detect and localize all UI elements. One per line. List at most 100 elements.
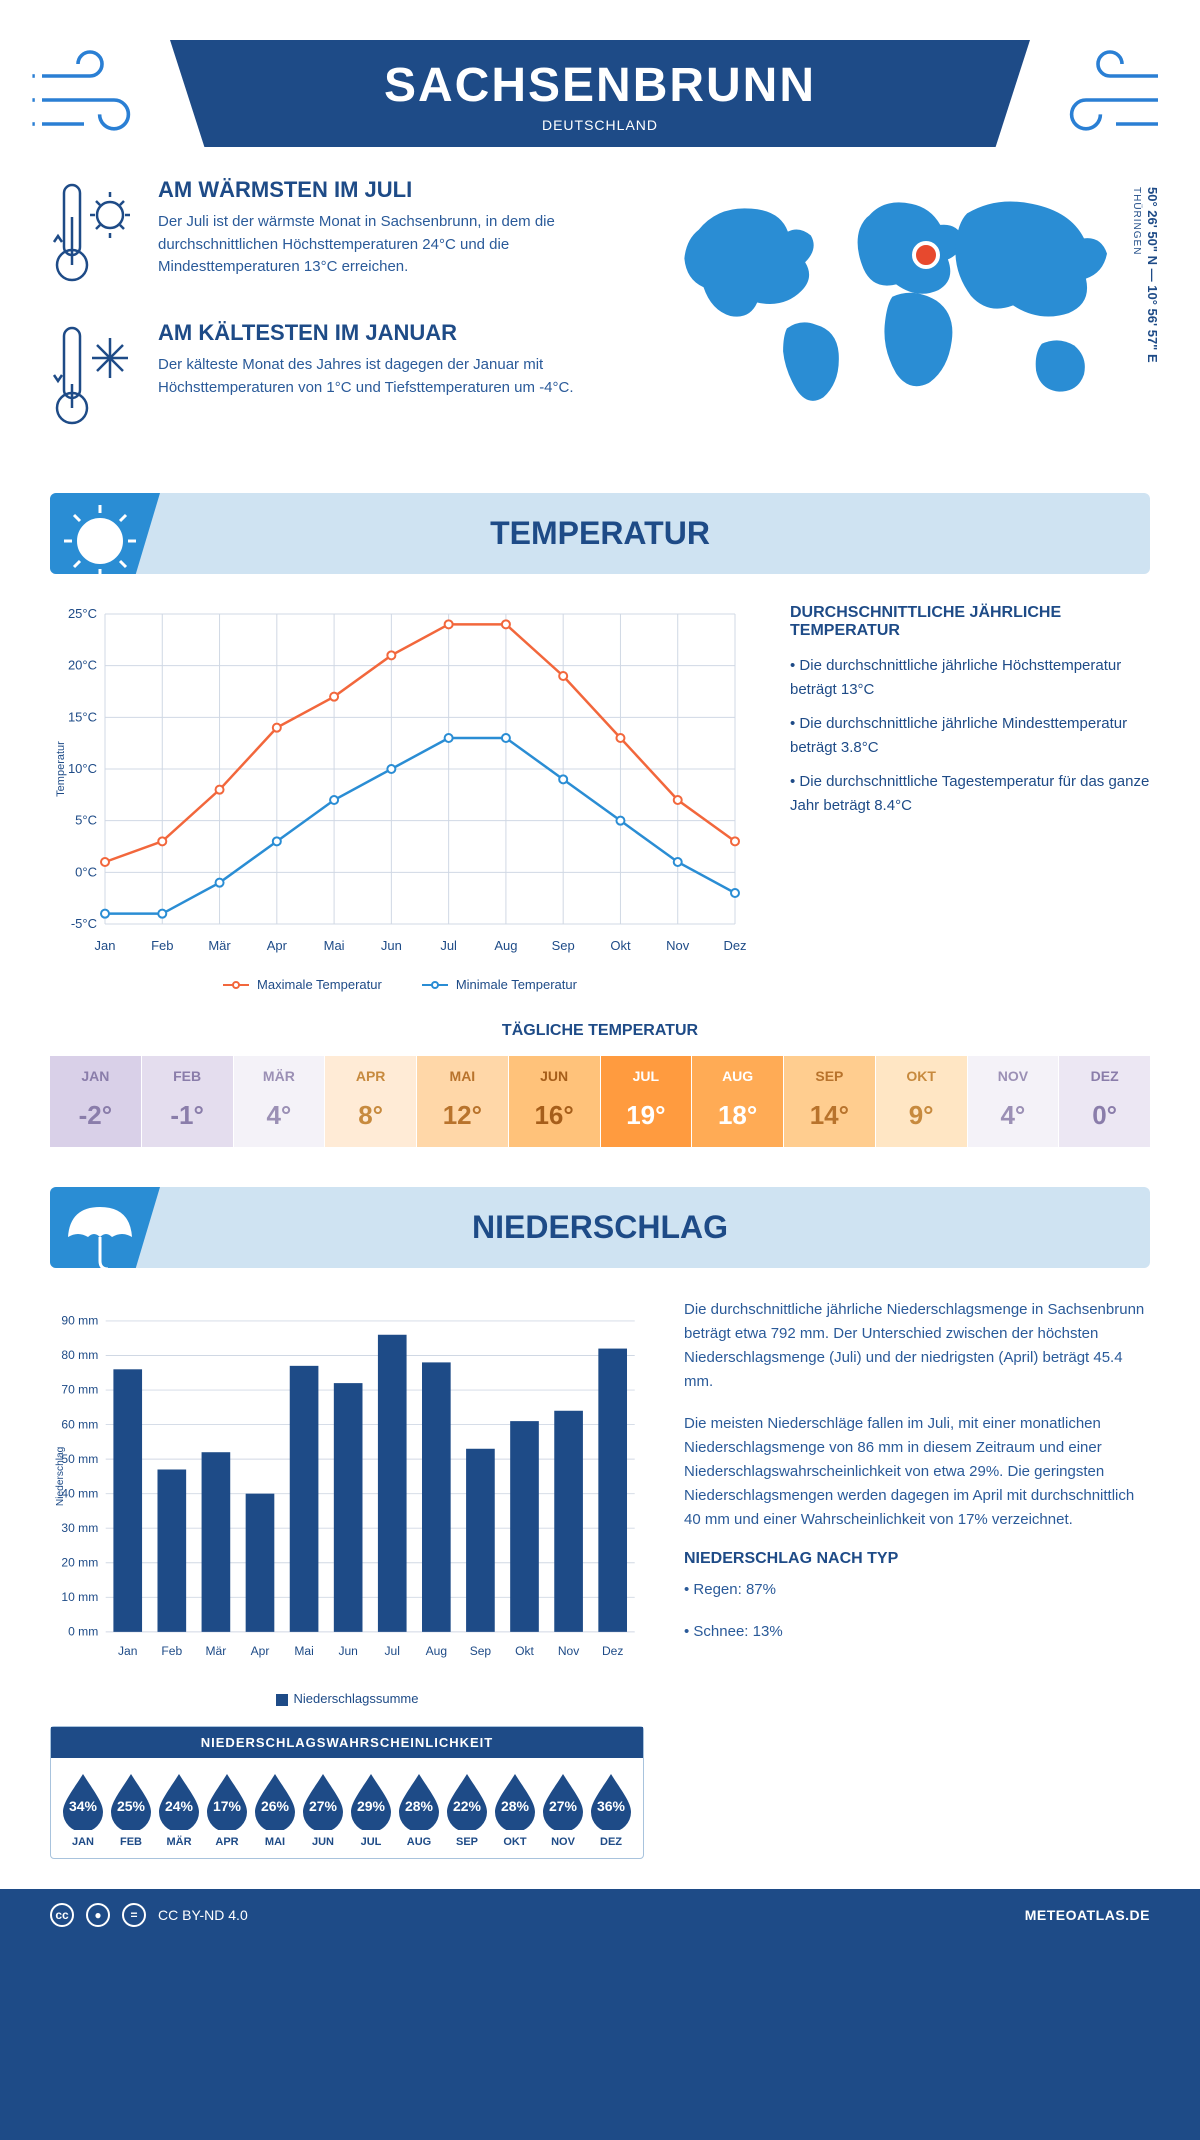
- probability-cell: 26%MAI: [251, 1770, 299, 1848]
- city-title: SACHSENBRUNN: [210, 58, 990, 113]
- location-marker-icon: [912, 241, 940, 269]
- country-subtitle: DEUTSCHLAND: [210, 117, 990, 133]
- svg-text:50 mm: 50 mm: [61, 1452, 98, 1466]
- daily-cell: NOV4°: [968, 1056, 1060, 1147]
- svg-text:0°C: 0°C: [75, 864, 97, 879]
- precip-type-title: NIEDERSCHLAG NACH TYP: [684, 1550, 1150, 1568]
- bar-legend: Niederschlagssumme: [50, 1691, 644, 1706]
- probability-cell: 28%OKT: [491, 1770, 539, 1848]
- svg-text:30 mm: 30 mm: [61, 1521, 98, 1535]
- section-title: NIEDERSCHLAG: [472, 1209, 728, 1245]
- cc-icon: cc: [50, 1903, 74, 1927]
- by-icon: ●: [86, 1903, 110, 1927]
- raindrop-icon: 29%: [347, 1770, 395, 1830]
- section-title: TEMPERATUR: [490, 515, 710, 551]
- probability-cell: 24%MÄR: [155, 1770, 203, 1848]
- summary-title: DURCHSCHNITTLICHE JÄHRLICHE TEMPERATUR: [790, 604, 1150, 640]
- svg-text:Aug: Aug: [426, 1644, 447, 1658]
- svg-text:-5°C: -5°C: [71, 916, 97, 931]
- probability-cell: 29%JUL: [347, 1770, 395, 1848]
- svg-text:10 mm: 10 mm: [61, 1590, 98, 1604]
- daily-cell: DEZ0°: [1059, 1056, 1150, 1147]
- raindrop-icon: 28%: [395, 1770, 443, 1830]
- type-bullet: • Regen: 87%: [684, 1578, 1150, 1602]
- raindrop-icon: 25%: [107, 1770, 155, 1830]
- thermometer-cold-icon: [50, 320, 140, 435]
- daily-cell: MÄR4°: [234, 1056, 326, 1147]
- svg-text:80 mm: 80 mm: [61, 1348, 98, 1362]
- probability-cell: 17%APR: [203, 1770, 251, 1848]
- warmest-title: AM WÄRMSTEN IM JULI: [158, 177, 640, 203]
- probability-cell: 27%NOV: [539, 1770, 587, 1848]
- warmest-block: AM WÄRMSTEN IM JULI Der Juli ist der wär…: [50, 177, 640, 292]
- page: SACHSENBRUNN DEUTSCHLAND AM WÄRMSTEN IM …: [0, 0, 1200, 1941]
- region-label: THÜRINGEN: [1131, 187, 1142, 255]
- svg-text:Nov: Nov: [558, 1644, 579, 1658]
- coords-label: 50° 26' 50" N — 10° 56' 57" E: [1145, 187, 1160, 363]
- daily-cell: JUN16°: [509, 1056, 601, 1147]
- probability-cell: 27%JUN: [299, 1770, 347, 1848]
- svg-text:70 mm: 70 mm: [61, 1383, 98, 1397]
- svg-text:20 mm: 20 mm: [61, 1555, 98, 1569]
- svg-text:90 mm: 90 mm: [61, 1314, 98, 1328]
- precip-para-2: Die meisten Niederschläge fallen im Juli…: [684, 1412, 1150, 1532]
- svg-text:Nov: Nov: [666, 938, 690, 953]
- license-label: CC BY-ND 4.0: [158, 1907, 248, 1923]
- temperature-header: TEMPERATUR: [50, 493, 1150, 574]
- warmest-text: Der Juli ist der wärmste Monat in Sachse…: [158, 211, 640, 279]
- svg-text:Apr: Apr: [267, 938, 288, 953]
- svg-text:60 mm: 60 mm: [61, 1417, 98, 1431]
- svg-text:10°C: 10°C: [68, 761, 97, 776]
- raindrop-icon: 27%: [299, 1770, 347, 1830]
- raindrop-icon: 28%: [491, 1770, 539, 1830]
- svg-text:Mai: Mai: [294, 1644, 313, 1658]
- top-row: AM WÄRMSTEN IM JULI Der Juli ist der wär…: [50, 177, 1150, 463]
- raindrop-icon: 17%: [203, 1770, 251, 1830]
- sun-icon: [60, 501, 140, 574]
- temperature-summary: DURCHSCHNITTLICHE JÄHRLICHE TEMPERATUR •…: [790, 604, 1150, 992]
- svg-text:Sep: Sep: [552, 938, 575, 953]
- daily-title: TÄGLICHE TEMPERATUR: [50, 1022, 1150, 1040]
- svg-text:40 mm: 40 mm: [61, 1486, 98, 1500]
- raindrop-icon: 34%: [59, 1770, 107, 1830]
- thermometer-hot-icon: [50, 177, 140, 292]
- svg-text:25°C: 25°C: [68, 606, 97, 621]
- svg-text:Okt: Okt: [610, 938, 631, 953]
- svg-text:Feb: Feb: [151, 938, 173, 953]
- svg-text:0 mm: 0 mm: [68, 1625, 98, 1639]
- daily-cell: FEB-1°: [142, 1056, 234, 1147]
- summary-bullet: • Die durchschnittliche jährliche Höchst…: [790, 654, 1150, 702]
- svg-text:Dez: Dez: [602, 1644, 623, 1658]
- summary-bullet: • Die durchschnittliche jährliche Mindes…: [790, 712, 1150, 760]
- summary-column: AM WÄRMSTEN IM JULI Der Juli ist der wär…: [50, 177, 640, 463]
- legend-item: Maximale Temperatur: [223, 977, 382, 992]
- coldest-title: AM KÄLTESTEN IM JANUAR: [158, 320, 640, 346]
- svg-text:Niederschlag: Niederschlag: [55, 1446, 66, 1506]
- svg-text:Jul: Jul: [385, 1644, 400, 1658]
- daily-cell: MAI12°: [417, 1056, 509, 1147]
- raindrop-icon: 22%: [443, 1770, 491, 1830]
- daily-cell: SEP14°: [784, 1056, 876, 1147]
- raindrop-icon: 26%: [251, 1770, 299, 1830]
- svg-text:Okt: Okt: [515, 1644, 534, 1658]
- probability-title: NIEDERSCHLAGSWAHRSCHEINLICHKEIT: [51, 1727, 643, 1758]
- daily-grid: JAN-2°FEB-1°MÄR4°APR8°MAI12°JUN16°JUL19°…: [50, 1056, 1150, 1147]
- world-map-icon: [670, 177, 1150, 412]
- title-banner: SACHSENBRUNN DEUTSCHLAND: [170, 40, 1030, 147]
- type-bullet: • Schnee: 13%: [684, 1620, 1150, 1644]
- daily-cell: APR8°: [325, 1056, 417, 1147]
- raindrop-icon: 24%: [155, 1770, 203, 1830]
- coldest-block: AM KÄLTESTEN IM JANUAR Der kälteste Mona…: [50, 320, 640, 435]
- svg-text:15°C: 15°C: [68, 709, 97, 724]
- nd-icon: =: [122, 1903, 146, 1927]
- footer: cc ● = CC BY-ND 4.0 METEOATLAS.DE: [0, 1889, 1200, 1941]
- svg-text:5°C: 5°C: [75, 813, 97, 828]
- svg-text:20°C: 20°C: [68, 658, 97, 673]
- svg-text:Apr: Apr: [251, 1644, 270, 1658]
- precipitation-chart: 0 mm 10 mm 20 mm 30 mm 40 mm 50 mm 60 mm 70 mm 8…: [50, 1298, 644, 1706]
- probability-cell: 36%DEZ: [587, 1770, 635, 1848]
- temperature-chart: -5°C0°C5°C10°C15°C20°C25°CJanFebMärAprMa…: [50, 604, 750, 992]
- legend-item: Minimale Temperatur: [422, 977, 577, 992]
- precipitation-probability: NIEDERSCHLAGSWAHRSCHEINLICHKEIT 34%JAN25…: [50, 1726, 644, 1859]
- svg-text:Jul: Jul: [440, 938, 457, 953]
